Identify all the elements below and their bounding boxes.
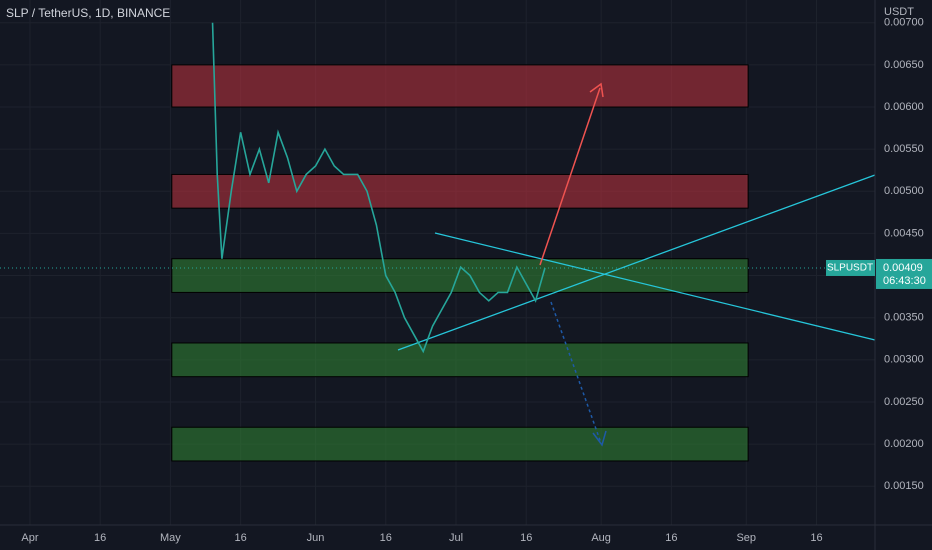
- price-label: 0.00409: [883, 262, 923, 274]
- x-tick-label: Apr: [21, 532, 38, 544]
- zone: [171, 426, 749, 462]
- symbol-tag: [826, 259, 875, 276]
- arrow-up: [539, 87, 601, 266]
- y-tick-label: 0.00700: [884, 17, 924, 29]
- x-tick-label: May: [160, 532, 181, 544]
- x-tick-label: 16: [520, 532, 532, 544]
- y-tick-label: 0.00500: [884, 185, 924, 197]
- zone: [171, 258, 749, 293]
- x-tick-label: Sep: [736, 532, 756, 544]
- arrow-head: [592, 430, 607, 447]
- trend-line: [397, 174, 876, 351]
- zone: [171, 342, 749, 378]
- zone: [171, 173, 749, 209]
- y-tick-label: 0.00650: [884, 59, 924, 71]
- x-tick-label: 16: [235, 532, 247, 544]
- y-tick-label: 0.00300: [884, 354, 924, 366]
- x-tick-label: 16: [380, 532, 392, 544]
- y-tick-label: 0.00450: [884, 227, 924, 239]
- zones: [171, 64, 749, 462]
- x-tick-label: 16: [665, 532, 677, 544]
- x-tick-label: 16: [810, 532, 822, 544]
- x-tick-label: Jun: [307, 532, 325, 544]
- x-tick-label: 16: [94, 532, 106, 544]
- x-tick-label: Jul: [449, 532, 463, 544]
- price-tag: [876, 258, 932, 289]
- y-tick-label: 0.00550: [884, 143, 924, 155]
- y-tick-label: 0.00600: [884, 101, 924, 113]
- zone: [171, 64, 749, 108]
- arrow-head: [589, 82, 604, 98]
- y-tick-label: 0.00250: [884, 396, 924, 408]
- y-tick-label: 0.00150: [884, 480, 924, 492]
- y-tick-label: 0.00200: [884, 438, 924, 450]
- price-line: [211, 22, 546, 354]
- y-tick-label: 0.00350: [884, 312, 924, 324]
- symbol-label: SLPUSDT: [827, 263, 873, 274]
- y-unit: USDT: [884, 6, 914, 18]
- chart-title: SLP / TetherUS, 1D, BINANCE: [6, 6, 170, 20]
- countdown-label: 06:43:30: [883, 275, 926, 287]
- plot: [0, 22, 875, 354]
- trend-line: [434, 232, 876, 341]
- arrow-down: [550, 301, 602, 444]
- x-tick-label: Aug: [591, 532, 611, 544]
